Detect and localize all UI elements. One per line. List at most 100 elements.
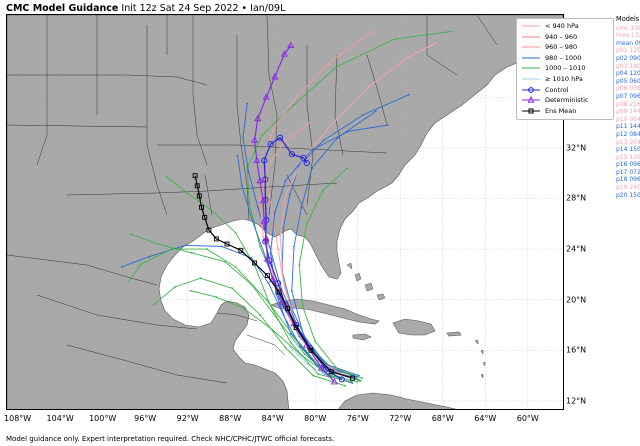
legend-label: Control (545, 85, 569, 94)
legend-swatch (522, 108, 540, 114)
model-entry: p01 120 976 (616, 47, 640, 55)
member-track-point (295, 96, 297, 99)
lon-tick-label: 96°W (134, 414, 157, 423)
ensemble-member-track (153, 277, 346, 387)
member-track-point (268, 245, 271, 248)
legend-swatch (522, 46, 540, 48)
ens-mean-marker (202, 214, 208, 220)
map-title: CMC Model Guidance Init 12z Sat 24 Sep 2… (6, 3, 285, 14)
member-track-point (347, 130, 350, 133)
legend-swatch (522, 67, 540, 69)
track-layer (120, 30, 453, 387)
lat-tick-label: 16°N (566, 345, 587, 355)
legend-swatch (522, 96, 540, 103)
member-track-point (174, 286, 176, 288)
disclaimer-text: Model guidance only. Expert interpretati… (6, 435, 335, 443)
control-marker (303, 159, 310, 167)
member-track-point (305, 222, 308, 225)
ens-mean-marker (213, 236, 219, 242)
lat-tick-label: 32°N (566, 143, 587, 153)
hispaniola-land (392, 318, 436, 336)
member-track-point (273, 211, 276, 214)
ens-mean-marker (285, 306, 291, 311)
model-entry: p03 180 970 (616, 62, 640, 70)
model-entry: p06 036 997 (616, 85, 640, 93)
member-track-point (351, 382, 354, 385)
member-track-point (360, 379, 362, 382)
model-entry: p14 150 980 (616, 146, 640, 154)
member-track-point (317, 373, 320, 376)
jamaica-land (352, 333, 372, 341)
ens-mean-marker (194, 183, 200, 189)
member-track-point (259, 200, 261, 202)
legend-entry: Deterministic (521, 96, 589, 104)
member-track-point (282, 227, 285, 230)
member-track-point (284, 195, 287, 197)
member-track-point (256, 206, 259, 209)
member-track-point (350, 381, 353, 383)
north-america-land (7, 15, 563, 409)
member-track-point (386, 124, 389, 126)
model-entry: hres 132 979 (616, 32, 640, 40)
legend-swatch (522, 36, 540, 38)
member-track-point (247, 169, 250, 172)
lon-tick-label: 60°W (516, 414, 539, 423)
deterministic-marker (280, 50, 288, 57)
lon-tick-label: 104°W (46, 414, 74, 423)
member-track-point (170, 248, 173, 250)
legend-swatch (522, 86, 540, 93)
title-model: CMC Model Guidance (6, 3, 119, 14)
legend-label: Ens Mean (545, 106, 577, 115)
puerto-rico-land (446, 331, 462, 337)
member-track-point (129, 232, 132, 235)
legend-label: 940 – 960 (545, 32, 578, 41)
member-track-point (261, 134, 263, 137)
legend-entry: 1000 – 1010 (521, 64, 585, 72)
member-track-point (184, 244, 187, 247)
model-entry: p16 096 984 (616, 161, 640, 169)
ensemble-member-track (270, 124, 388, 375)
member-track-point (215, 296, 218, 299)
member-track-point (290, 289, 293, 292)
model-entry: p17 072 985 (616, 168, 640, 176)
member-track-point (279, 235, 282, 238)
member-track-point (250, 257, 253, 259)
control-marker (300, 154, 307, 162)
member-track-point (314, 340, 317, 343)
member-track-point (199, 277, 202, 280)
member-track-point (311, 167, 313, 169)
lon-tick-label: 64°W (474, 414, 497, 423)
state-borders (7, 15, 498, 384)
model-entry: cmc 100 993 (616, 24, 640, 32)
model-entry: p05 060 989 (616, 77, 640, 85)
title-info: Init 12z Sat 24 Sep 2022 • Ian/09L (121, 3, 286, 14)
deterministic-marker (253, 156, 261, 163)
legend-swatch (522, 57, 540, 59)
control-marker (274, 280, 282, 287)
member-track-point (234, 231, 237, 234)
map-panel[interactable] (6, 14, 564, 410)
member-track-point (277, 248, 279, 250)
member-track-point (165, 176, 168, 178)
control-marker (288, 151, 295, 158)
member-track-point (355, 375, 358, 378)
legend-entry: < 940 hPa (521, 22, 579, 30)
member-track-point (298, 263, 301, 266)
ens-mean-marker (276, 289, 282, 295)
member-track-point (265, 168, 268, 171)
lon-tick-label: 100°W (89, 414, 117, 423)
member-track-point (362, 114, 364, 116)
member-track-point (407, 93, 410, 96)
legend-swatch (522, 25, 540, 27)
deterministic-marker (262, 93, 270, 100)
ens-mean-marker (308, 347, 314, 353)
model-entry: p10 054 977 (616, 115, 640, 123)
intensity-legend: < 940 hPa 940 – 960 960 – 980 980 – 1000 100… (516, 18, 614, 120)
legend-entry: Ens Mean (521, 107, 576, 115)
legend-label: Deterministic (545, 96, 589, 105)
member-track-point (267, 282, 270, 285)
lat-tick-label: 20°N (566, 295, 587, 305)
deterministic-marker (260, 217, 268, 224)
member-track-point (371, 30, 374, 33)
bahamas-land (346, 262, 386, 301)
